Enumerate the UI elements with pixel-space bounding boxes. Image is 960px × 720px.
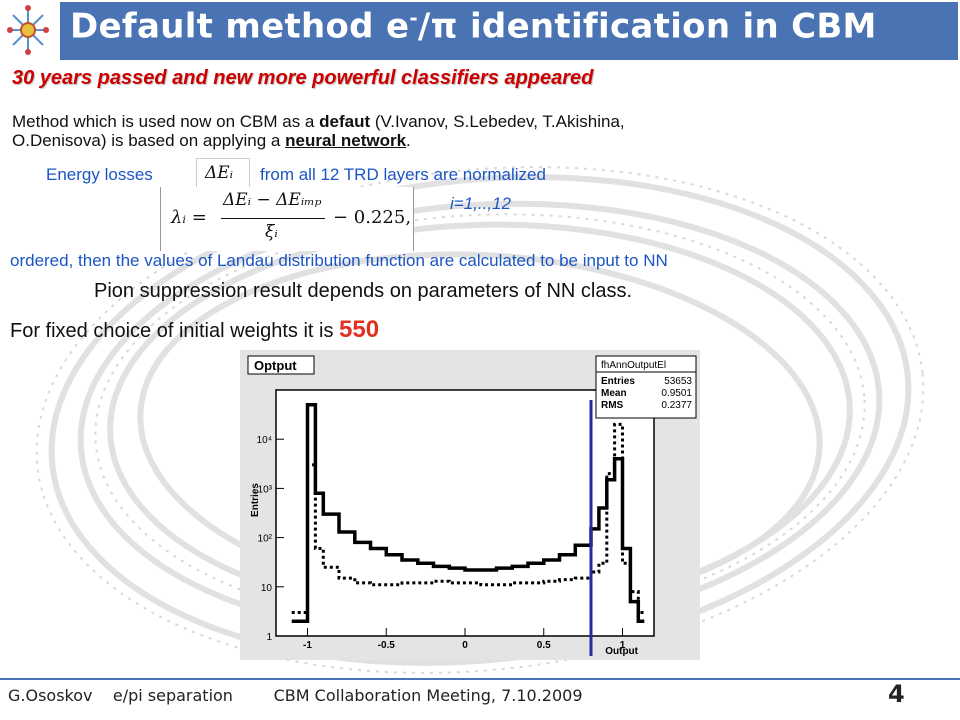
plot-title: Optput xyxy=(254,358,297,373)
footer-author: G.Ososkov xyxy=(8,686,93,705)
index-range: i=1,..,12 xyxy=(450,194,511,213)
y-tick-label: 1 xyxy=(266,632,272,643)
method-bold: defaut xyxy=(319,112,371,131)
formula-tail: − 0.225, xyxy=(333,207,412,228)
x-axis-label: Output xyxy=(605,646,638,657)
method-paragraph-line1: Method which is used now on CBM as a def… xyxy=(12,112,625,132)
stats-value: 53653 xyxy=(664,376,692,387)
fraction-bar xyxy=(221,218,325,219)
title-superscript: - xyxy=(409,6,418,30)
energy-losses-text: from all 12 TRD layers are normalized xyxy=(260,165,546,184)
suppression-value: 550 xyxy=(339,316,380,343)
output-histogram: Optput fhAnnOutputEl Entries Output Entr… xyxy=(240,350,700,660)
page-title: Default method e-/π identification in CB… xyxy=(70,6,877,46)
method-period: . xyxy=(406,131,411,150)
x-tick-label: -0.5 xyxy=(378,640,396,651)
title-main: Default method e xyxy=(70,6,410,47)
y-axis-label: Entries xyxy=(250,483,261,517)
stats-title: fhAnnOutputEl xyxy=(601,360,666,371)
formula-denominator: ξᵢ xyxy=(265,222,278,242)
footer-rule xyxy=(0,678,960,680)
x-tick-label: -1 xyxy=(303,640,312,651)
footer-topic: e/pi separation xyxy=(112,686,233,705)
stats-label: Mean xyxy=(601,388,627,399)
landau-line: ordered, then the values of Landau distr… xyxy=(10,251,668,270)
y-tick-label: 10³ xyxy=(258,484,273,495)
histogram-svg: Optput fhAnnOutputEl Entries Output Entr… xyxy=(247,355,697,657)
page-number: 4 xyxy=(888,680,905,708)
stats-label: Entries xyxy=(601,376,635,387)
x-tick-label: 0.5 xyxy=(537,640,551,651)
stats-value: 0.9501 xyxy=(661,388,692,399)
title-rest: /π identification in CBM xyxy=(417,6,877,47)
stats-value: 0.2377 xyxy=(661,400,692,411)
delta-e-formula: ΔEᵢ xyxy=(196,158,250,190)
x-tick-label: 1 xyxy=(620,640,626,651)
method-text: Method which is used now on CBM as a xyxy=(12,112,320,131)
y-tick-label: 10² xyxy=(258,534,273,545)
fixed-choice-text: For fixed choice of initial weights it i… xyxy=(10,320,340,342)
energy-losses-label: Energy losses xyxy=(46,165,153,184)
pion-suppression-line: Pion suppression result depends on param… xyxy=(94,280,633,302)
method-authors: (V.Ivanov, S.Lebedev, T.Akishina, xyxy=(370,112,625,131)
footer-meeting: CBM Collaboration Meeting, 7.10.2009 xyxy=(273,686,583,705)
x-tick-label: 0 xyxy=(462,640,468,651)
stats-box xyxy=(595,355,697,419)
plot-title-box xyxy=(247,355,315,375)
formula-numerator: ΔEᵢ − ΔEᵢₘₚ xyxy=(223,190,322,210)
fixed-choice-line: For fixed choice of initial weights it i… xyxy=(10,316,379,344)
method-text-2: O.Denisova) is based on applying a xyxy=(12,131,286,150)
delta-e-symbol: ΔEᵢ xyxy=(205,163,234,183)
title-bar xyxy=(60,2,958,60)
stats-label: RMS xyxy=(601,400,624,411)
y-tick-label: 10 xyxy=(261,583,273,594)
subtitle: 30 years passed and new more powerful cl… xyxy=(12,67,594,89)
pion-series-line xyxy=(291,422,645,614)
snowflake-logo-icon xyxy=(7,5,49,55)
neural-network-text: neural network xyxy=(285,131,407,150)
formula-lambda: λᵢ = xyxy=(171,207,207,228)
y-tick-label: 10⁴ xyxy=(257,435,272,446)
footer: G.Ososkov e/pi separation CBM Collaborat… xyxy=(8,686,583,705)
electron-series-line xyxy=(291,403,645,623)
method-paragraph-line2: O.Denisova) is based on applying a neura… xyxy=(12,131,411,151)
lambda-formula: λᵢ = ΔEᵢ − ΔEᵢₘₚ ξᵢ − 0.225, xyxy=(160,187,414,251)
